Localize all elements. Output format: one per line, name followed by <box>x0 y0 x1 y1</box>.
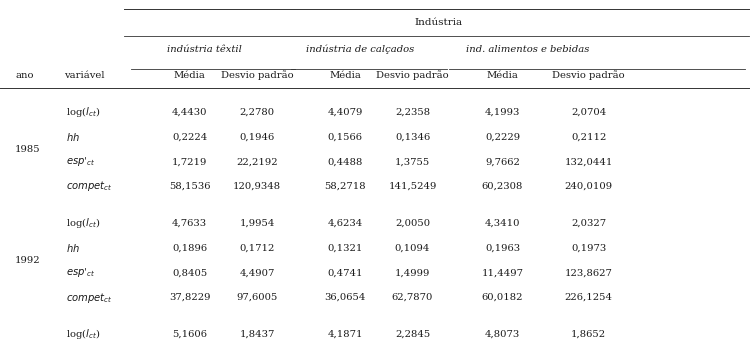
Text: 37,8229: 37,8229 <box>169 293 211 302</box>
Text: 4,4079: 4,4079 <box>327 108 363 117</box>
Text: 11,4497: 11,4497 <box>482 268 524 277</box>
Text: 4,4907: 4,4907 <box>239 268 275 277</box>
Text: 1,7219: 1,7219 <box>172 157 208 166</box>
Text: 1,4999: 1,4999 <box>394 268 430 277</box>
Text: ano: ano <box>15 71 34 79</box>
Text: indústria têxtil: indústria têxtil <box>167 45 242 54</box>
Text: 9,7662: 9,7662 <box>485 157 520 166</box>
Text: 5,1606: 5,1606 <box>172 330 207 339</box>
Text: $hh$: $hh$ <box>66 131 80 143</box>
Text: 4,3410: 4,3410 <box>484 219 520 228</box>
Text: 0,1973: 0,1973 <box>572 244 606 252</box>
Text: Desvio padrão: Desvio padrão <box>553 71 625 80</box>
Text: Indústria: Indústria <box>415 18 463 27</box>
Text: 4,4430: 4,4430 <box>172 108 208 117</box>
Text: 0,2224: 0,2224 <box>172 132 207 141</box>
Text: 60,2308: 60,2308 <box>482 182 524 191</box>
Text: 0,1346: 0,1346 <box>395 132 430 141</box>
Text: Média: Média <box>487 71 518 79</box>
Text: 1,3755: 1,3755 <box>395 157 430 166</box>
Text: $esp$'$_{\mathit{ct}}$: $esp$'$_{\mathit{ct}}$ <box>66 266 95 279</box>
Text: 0,1963: 0,1963 <box>485 244 520 252</box>
Text: 120,9348: 120,9348 <box>233 182 281 191</box>
Text: log($l_{\mathit{ct}}$): log($l_{\mathit{ct}}$) <box>66 216 100 230</box>
Text: ind. alimentos e bebidas: ind. alimentos e bebidas <box>466 45 589 54</box>
Text: log($l_{\mathit{ct}}$): log($l_{\mathit{ct}}$) <box>66 327 100 341</box>
Text: Média: Média <box>174 71 206 79</box>
Text: 123,8627: 123,8627 <box>565 268 613 277</box>
Text: 1985: 1985 <box>15 145 40 154</box>
Text: 0,2229: 0,2229 <box>485 132 520 141</box>
Text: 4,7633: 4,7633 <box>172 219 207 228</box>
Text: 0,1946: 0,1946 <box>240 132 274 141</box>
Text: $compet_{\mathit{ct}}$: $compet_{\mathit{ct}}$ <box>66 291 112 304</box>
Text: 2,2845: 2,2845 <box>395 330 430 339</box>
Text: 1,9954: 1,9954 <box>239 219 275 228</box>
Text: 4,6234: 4,6234 <box>327 219 363 228</box>
Text: 2,2358: 2,2358 <box>395 108 430 117</box>
Text: 0,1321: 0,1321 <box>327 244 363 252</box>
Text: 58,1536: 58,1536 <box>169 182 211 191</box>
Text: 2,0327: 2,0327 <box>572 219 606 228</box>
Text: 58,2718: 58,2718 <box>324 182 366 191</box>
Text: Média: Média <box>329 71 361 79</box>
Text: 4,1871: 4,1871 <box>327 330 363 339</box>
Text: 4,1993: 4,1993 <box>484 108 520 117</box>
Text: $esp$'$_{\mathit{ct}}$: $esp$'$_{\mathit{ct}}$ <box>66 155 95 168</box>
Text: 240,0109: 240,0109 <box>565 182 613 191</box>
Text: variável: variável <box>64 71 104 79</box>
Text: 1,8652: 1,8652 <box>572 330 606 339</box>
Text: $hh$: $hh$ <box>66 242 80 254</box>
Text: 4,8073: 4,8073 <box>485 330 520 339</box>
Text: 97,6005: 97,6005 <box>236 293 278 302</box>
Text: indústria de calçados: indústria de calçados <box>306 45 414 54</box>
Text: 0,2112: 0,2112 <box>571 132 607 141</box>
Text: 0,4741: 0,4741 <box>327 268 363 277</box>
Text: 1992: 1992 <box>15 256 40 265</box>
Text: 226,1254: 226,1254 <box>565 293 613 302</box>
Text: 1,8437: 1,8437 <box>239 330 275 339</box>
Text: 60,0182: 60,0182 <box>482 293 524 302</box>
Text: log($l_{\mathit{ct}}$): log($l_{\mathit{ct}}$) <box>66 105 100 119</box>
Text: 141,5249: 141,5249 <box>388 182 436 191</box>
Text: 0,1712: 0,1712 <box>239 244 275 252</box>
Text: 0,1566: 0,1566 <box>328 132 362 141</box>
Text: Desvio padrão: Desvio padrão <box>221 71 293 80</box>
Text: 0,1896: 0,1896 <box>172 244 207 252</box>
Text: 0,4488: 0,4488 <box>327 157 363 166</box>
Text: 0,8405: 0,8405 <box>172 268 207 277</box>
Text: 62,7870: 62,7870 <box>392 293 433 302</box>
Text: 132,0441: 132,0441 <box>565 157 613 166</box>
Text: Desvio padrão: Desvio padrão <box>376 71 448 80</box>
Text: $compet_{\mathit{ct}}$: $compet_{\mathit{ct}}$ <box>66 180 112 193</box>
Text: 36,0654: 36,0654 <box>324 293 366 302</box>
Text: 2,0704: 2,0704 <box>572 108 606 117</box>
Text: 2,0050: 2,0050 <box>395 219 430 228</box>
Text: 22,2192: 22,2192 <box>236 157 278 166</box>
Text: 0,1094: 0,1094 <box>394 244 430 252</box>
Text: 2,2780: 2,2780 <box>240 108 274 117</box>
